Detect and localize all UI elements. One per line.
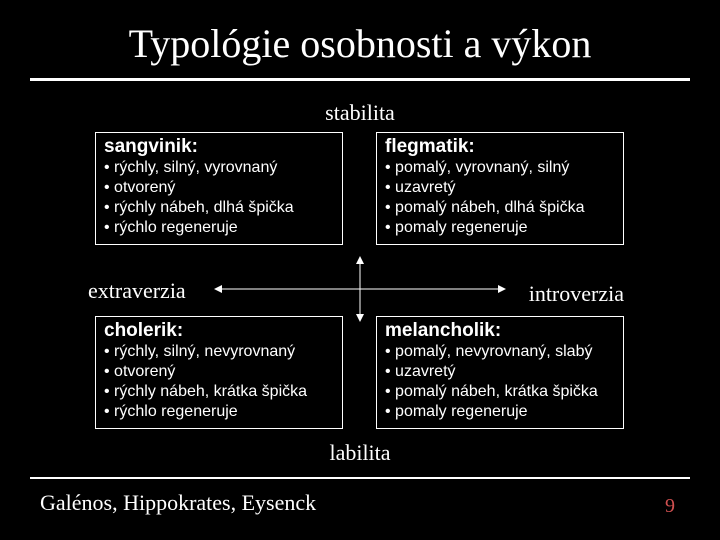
rule-bottom xyxy=(30,477,690,479)
quadrant-flegmatik: flegmatik: • pomalý, vyrovnaný, silný • … xyxy=(376,132,624,245)
slide-title: Typológie osobnosti a výkon xyxy=(0,20,720,67)
quadrant-line: • pomaly regeneruje xyxy=(385,402,615,422)
quadrant-line: • otvorený xyxy=(104,362,334,382)
quadrant-line: • otvorený xyxy=(104,178,334,198)
quadrant-heading: sangvinik: xyxy=(104,136,334,158)
quadrant-line: • uzavretý xyxy=(385,362,615,382)
axis-label-right: introverzia xyxy=(529,281,624,307)
quadrant-line: • pomaly regeneruje xyxy=(385,218,615,238)
quadrant-line: • pomalý, vyrovnaný, silný xyxy=(385,158,615,178)
axis-label-left: extraverzia xyxy=(88,278,186,304)
quadrant-line: • rýchly nábeh, dlhá špička xyxy=(104,198,334,218)
quadrant-line: • pomalý, nevyrovnaný, slabý xyxy=(385,342,615,362)
quadrant-line: • rýchlo regeneruje xyxy=(104,402,334,422)
quadrant-line: • pomalý nábeh, dlhá špička xyxy=(385,198,615,218)
quadrant-cholerik: cholerik: • rýchly, silný, nevyrovnaný •… xyxy=(95,316,343,429)
rule-top xyxy=(30,78,690,81)
quadrant-line: • rýchlo regeneruje xyxy=(104,218,334,238)
quadrant-heading: flegmatik: xyxy=(385,136,615,158)
quadrant-sangvinik: sangvinik: • rýchly, silný, vyrovnaný • … xyxy=(95,132,343,245)
quadrant-line: • pomalý nábeh, krátka špička xyxy=(385,382,615,402)
footer-source: Galénos, Hippokrates, Eysenck xyxy=(40,490,316,516)
axis-label-bottom: labilita xyxy=(0,440,720,466)
axis-cross-icon xyxy=(210,254,510,324)
page-number: 9 xyxy=(665,495,675,518)
quadrant-line: • rýchly, silný, vyrovnaný xyxy=(104,158,334,178)
quadrant-line: • uzavretý xyxy=(385,178,615,198)
quadrant-line: • rýchly nábeh, krátka špička xyxy=(104,382,334,402)
axis-label-top: stabilita xyxy=(0,100,720,126)
quadrant-line: • rýchly, silný, nevyrovnaný xyxy=(104,342,334,362)
quadrant-melancholik: melancholik: • pomalý, nevyrovnaný, slab… xyxy=(376,316,624,429)
